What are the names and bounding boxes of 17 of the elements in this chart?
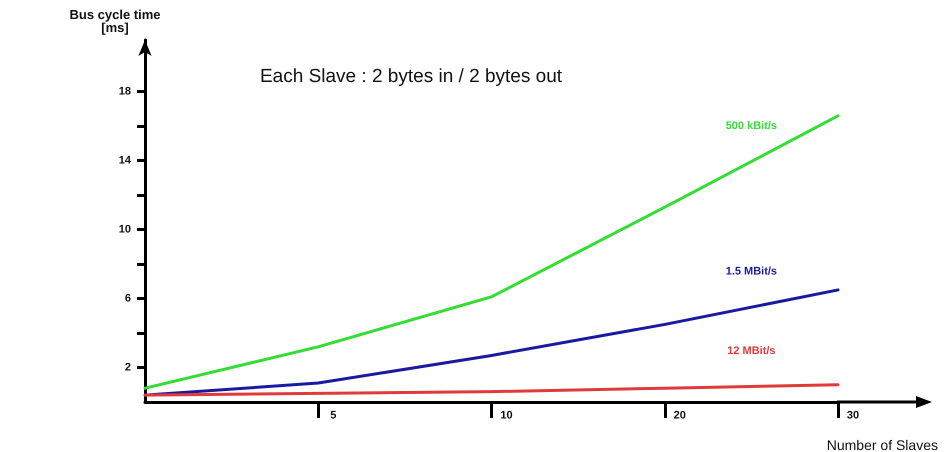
- x-tick-label: 30: [846, 410, 860, 422]
- y-tick-label: 10: [118, 224, 131, 236]
- x-tick-label: 5: [330, 410, 336, 422]
- x-tick-label: 20: [674, 410, 686, 422]
- y-axis-title: Bus cycle time [ms]: [69, 7, 161, 35]
- text: 12 MBit/s: [727, 344, 776, 357]
- y-tick-label: 6: [124, 292, 131, 305]
- y-tick-label: 18: [118, 86, 131, 98]
- text: 1.5 MBit/s: [726, 266, 778, 278]
- y-tick-label: 14: [118, 154, 132, 167]
- series-label: 500 kBit/s: [726, 120, 778, 132]
- line-series: [144, 114, 840, 390]
- x-axis-title: Number of Slaves: [826, 437, 938, 452]
- text: Each Slave : 2 bytes in / 2 bytes out: [260, 66, 563, 87]
- line-series: [144, 383, 840, 397]
- x-tick-label: 10: [500, 410, 513, 422]
- y-tick-label: 2: [124, 362, 131, 374]
